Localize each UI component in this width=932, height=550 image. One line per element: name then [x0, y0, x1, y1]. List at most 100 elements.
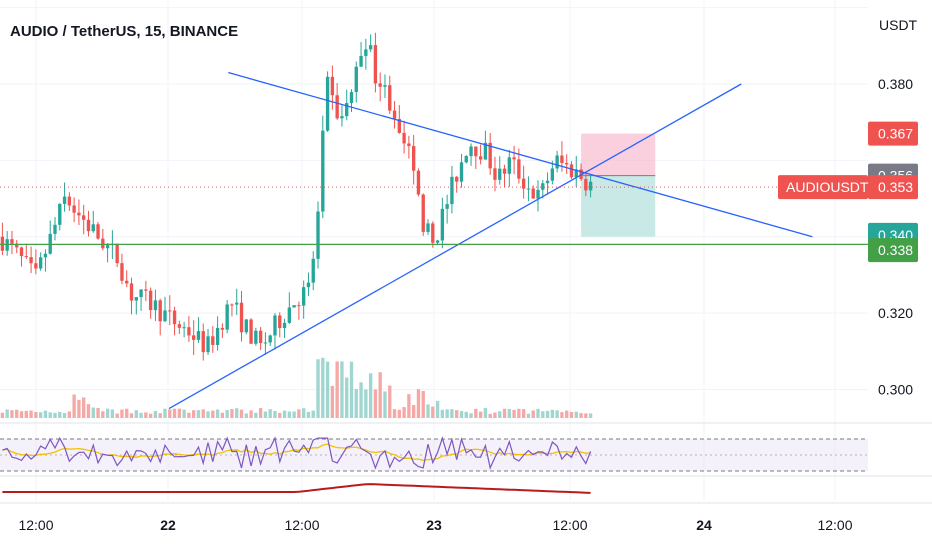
volume-bar — [148, 413, 153, 418]
lower-trendline — [168, 83, 742, 410]
candlestick-series — [0, 32, 593, 361]
price-tick-label: 0.300 — [878, 381, 913, 397]
candle-body — [455, 176, 459, 182]
candle-body — [153, 300, 158, 311]
volume-bar — [215, 409, 220, 418]
chart-title: AUDIO / TetherUS, 15, BINANCE — [10, 23, 238, 40]
volume-bar — [0, 412, 5, 418]
volume-bar — [244, 413, 248, 418]
candle-body — [144, 289, 148, 291]
candle-body — [172, 310, 177, 325]
volume-bar — [306, 411, 311, 418]
volume-bar — [388, 385, 392, 418]
volume-bar — [263, 411, 268, 418]
candle-body — [192, 335, 196, 340]
rsi-pane — [0, 436, 868, 472]
volume-bar — [5, 409, 9, 418]
price-axis[interactable]: 0.380 0.320 0.300 — [878, 76, 913, 397]
candle-body — [187, 327, 191, 336]
volume-bar — [187, 412, 191, 418]
volume-bar — [220, 412, 225, 418]
volume-bar — [488, 413, 492, 418]
candle-body — [230, 304, 234, 306]
time-tick-label: 12:00 — [284, 517, 319, 533]
volume-bar — [560, 412, 564, 418]
volume-bar — [397, 409, 401, 418]
candle-body — [536, 189, 540, 199]
time-tick-label: 22 — [160, 517, 176, 533]
candle-body — [364, 49, 368, 56]
candle-body — [148, 290, 153, 311]
candle-body — [440, 208, 445, 241]
candle-body — [560, 155, 564, 164]
volume-bar — [455, 410, 459, 418]
position-tool[interactable] — [581, 133, 656, 237]
candle-body — [526, 188, 531, 190]
volume-bar — [579, 413, 583, 418]
volume-bar — [91, 407, 95, 418]
candle-body — [588, 181, 593, 191]
candle-body — [239, 302, 244, 333]
candle-body — [0, 236, 5, 251]
candle-body — [67, 196, 72, 206]
volume-bar — [10, 410, 14, 418]
volume-bar — [311, 410, 315, 418]
candle-body — [459, 162, 464, 182]
candle-body — [335, 95, 339, 119]
volume-bar — [258, 408, 263, 418]
candle-body — [464, 156, 468, 163]
volume-bar — [565, 410, 569, 418]
volume-bar — [158, 413, 162, 418]
candle-body — [574, 169, 578, 178]
candle-body — [82, 215, 86, 220]
lower-indicator-line — [2, 483, 591, 494]
price-tag-label: 0.338 — [878, 242, 913, 258]
time-tick-label: 12:00 — [552, 517, 587, 533]
volume-bar — [297, 409, 301, 418]
candle-body — [521, 178, 526, 189]
volume-bar — [273, 410, 277, 418]
candle-body — [565, 163, 569, 165]
price-tag-label: 0.353 — [878, 179, 913, 195]
candle-body — [316, 211, 320, 259]
candle-body — [407, 143, 411, 147]
volume-bar — [58, 411, 62, 418]
volume-bar — [29, 410, 33, 418]
candle-body — [325, 76, 330, 131]
candle-body — [225, 304, 229, 330]
volume-bar — [38, 412, 43, 418]
candle-body — [354, 66, 358, 93]
volume-bar — [502, 408, 507, 418]
volume-bar — [144, 412, 148, 418]
candle-body — [249, 319, 253, 344]
time-axis[interactable]: 12:00 22 12:00 23 12:00 24 12:00 — [18, 517, 852, 533]
volume-bar — [435, 400, 440, 418]
price-tick-label: 0.380 — [878, 76, 913, 92]
volume-bar — [426, 404, 430, 418]
candle-body — [416, 170, 421, 195]
candle-body — [115, 243, 119, 264]
candle-body — [211, 336, 215, 345]
volume-bar — [512, 409, 516, 418]
volume-bar — [483, 408, 488, 418]
volume-bar — [268, 409, 272, 418]
time-tick-label: 12:00 — [817, 517, 852, 533]
candle-body — [321, 130, 325, 212]
volume-bar — [445, 409, 449, 418]
volume-bar — [431, 406, 435, 418]
candle-body — [297, 305, 301, 307]
volume-bar — [569, 411, 574, 418]
volume-bar — [373, 389, 378, 418]
trendline-drawings[interactable] — [0, 71, 868, 410]
volume-bar — [392, 409, 397, 418]
candle-body — [125, 280, 129, 284]
volume-bar — [43, 410, 48, 418]
candle-body — [139, 289, 143, 298]
candle-body — [177, 324, 182, 328]
candle-body — [469, 146, 473, 157]
candle-body — [550, 168, 555, 181]
candle-body — [254, 330, 258, 344]
volume-bar — [120, 409, 124, 418]
candle-body — [555, 155, 559, 169]
